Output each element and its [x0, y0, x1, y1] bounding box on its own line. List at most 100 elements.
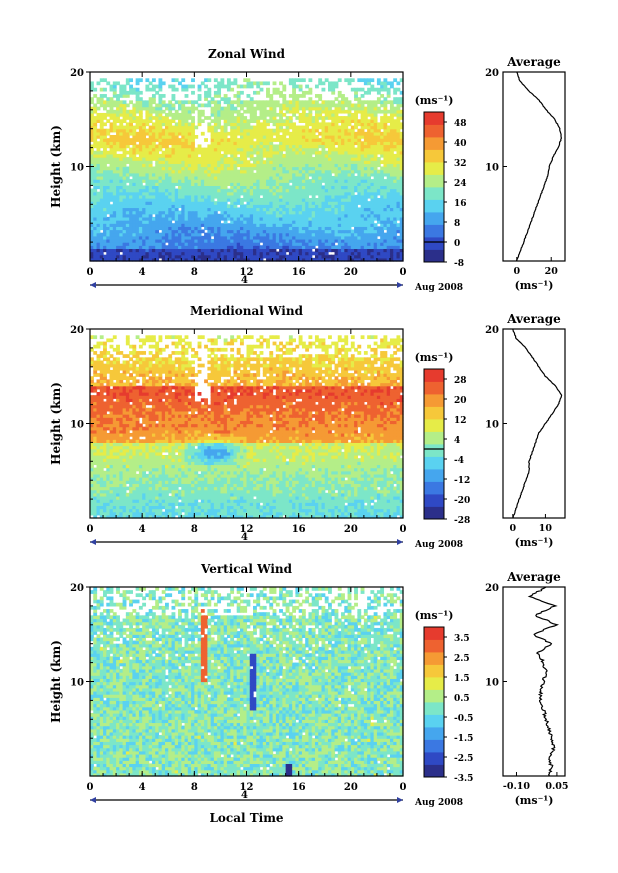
heatmap-cell [308, 201, 313, 205]
heatmap-cell [181, 248, 186, 253]
heatmap-cell [129, 204, 133, 209]
heatmap-cell [399, 226, 404, 231]
heatmap-cell [197, 232, 202, 237]
heatmap-cell [275, 210, 280, 215]
heatmap-cell [184, 207, 189, 212]
heatmap-cell [236, 242, 241, 246]
heatmap-cell [93, 245, 98, 249]
heatmap-cell [246, 207, 251, 212]
heatmap-cell [259, 251, 264, 256]
heatmap-cell [383, 238, 388, 243]
heatmap-cell [191, 191, 195, 196]
heatmap-cell [344, 220, 349, 224]
x-tick-label: 4 [139, 267, 146, 278]
heatmap-cell [122, 248, 127, 253]
heatmap-cell [269, 204, 274, 209]
heatmap-cell [344, 226, 349, 231]
heatmap-cell [168, 198, 173, 202]
heatmap-cell [223, 210, 228, 215]
heatmap-cell [305, 242, 310, 246]
heatmap-cell [386, 210, 391, 215]
heatmap-cell [112, 207, 117, 212]
heatmap-cell [295, 232, 300, 237]
heatmap-cell [164, 220, 169, 224]
heatmap-cell [174, 245, 179, 249]
heatmap-cell [103, 201, 107, 205]
heatmap-cell [347, 213, 352, 218]
heatmap-cell [109, 254, 114, 259]
heatmap-cell [93, 204, 98, 209]
heatmap-cell [373, 232, 378, 237]
heatmap-cell [282, 226, 287, 231]
heatmap-cell [197, 94, 202, 98]
heatmap-cell [243, 229, 248, 234]
heatmap-cell [132, 223, 137, 227]
heatmap-cell [122, 235, 127, 240]
heatmap-cell [164, 191, 169, 196]
heatmap-cell [148, 198, 153, 202]
heatmap-cell [99, 204, 104, 209]
heatmap-cell [99, 191, 104, 196]
heatmap-cell [389, 238, 394, 243]
heatmap-cell [266, 223, 270, 227]
heatmap-cell [184, 235, 189, 240]
heatmap-cell [357, 201, 362, 205]
heatmap-cell [93, 242, 98, 246]
x-tick-label: 0 [87, 267, 94, 278]
heatmap-cell [249, 191, 254, 196]
heatmap-cell [138, 201, 143, 205]
heatmap-cell [295, 245, 300, 249]
heatmap-cell [266, 229, 270, 234]
heatmap-cell [187, 242, 192, 246]
heatmap-cell [223, 257, 228, 262]
heatmap-cell [243, 251, 248, 256]
heatmap-cell [367, 216, 371, 221]
heatmap-cell [161, 201, 166, 205]
heatmap-cell [328, 198, 332, 202]
heatmap-cell [217, 201, 222, 205]
heatmap-cell [295, 229, 300, 234]
heatmap-cell [142, 204, 147, 209]
heatmap-cell [155, 254, 160, 259]
heatmap-cell [122, 216, 127, 221]
heatmap-cell [181, 204, 186, 209]
heatmap-cell [103, 245, 107, 249]
heatmap-cell [148, 235, 153, 240]
heatmap-cell [376, 226, 381, 231]
heatmap-cell [334, 257, 339, 262]
heatmap-cell [367, 254, 371, 259]
heatmap-cell [367, 210, 371, 215]
heatmap-cell [305, 207, 310, 212]
heatmap-cell [253, 210, 257, 215]
heatmap-cell [337, 223, 342, 227]
heatmap-cell [318, 238, 323, 243]
heatmap-cell [191, 232, 195, 237]
heatmap-cell [324, 242, 329, 246]
heatmap-cell [282, 201, 287, 205]
heatmap-cell [370, 254, 375, 259]
heatmap-cell [213, 213, 218, 218]
heatmap-cell [207, 235, 212, 240]
heatmap-cell [148, 220, 153, 224]
heatmap-cell [191, 245, 195, 249]
heatmap-cell [171, 84, 176, 89]
heatmap-cell [363, 207, 368, 212]
heatmap-cell [174, 194, 179, 199]
heatmap-cell [269, 257, 274, 262]
heatmap-cell [259, 216, 264, 221]
heatmap-cell [256, 226, 261, 231]
heatmap-cell [103, 248, 107, 253]
heatmap-1 [90, 78, 404, 262]
heatmap-cell [253, 198, 257, 202]
heatmap-cell [112, 257, 117, 262]
heatmap-cell [243, 191, 248, 196]
heatmap-cell [363, 254, 368, 259]
heatmap-cell [99, 210, 104, 215]
heatmap-cell [168, 207, 173, 212]
heatmap-cell [337, 204, 342, 209]
heatmap-cell [239, 191, 244, 196]
heatmap-cell [380, 235, 385, 240]
heatmap-cell [125, 232, 130, 237]
heatmap-cell [350, 245, 355, 249]
